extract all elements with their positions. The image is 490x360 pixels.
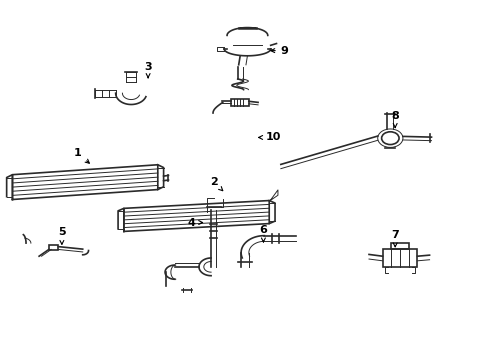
Text: 6: 6 [260, 225, 268, 242]
Bar [392, 243, 409, 249]
Text: 2: 2 [210, 177, 223, 191]
Bar [231, 99, 249, 105]
Text: 3: 3 [144, 62, 152, 78]
Bar [49, 244, 58, 250]
Text: 5: 5 [58, 228, 66, 244]
Text: 10: 10 [259, 132, 281, 143]
Text: 7: 7 [392, 230, 399, 247]
Text: 1: 1 [74, 148, 89, 163]
Text: 4: 4 [188, 217, 202, 228]
Text: 9: 9 [271, 46, 289, 56]
Bar [383, 249, 417, 267]
Text: 8: 8 [392, 111, 399, 127]
